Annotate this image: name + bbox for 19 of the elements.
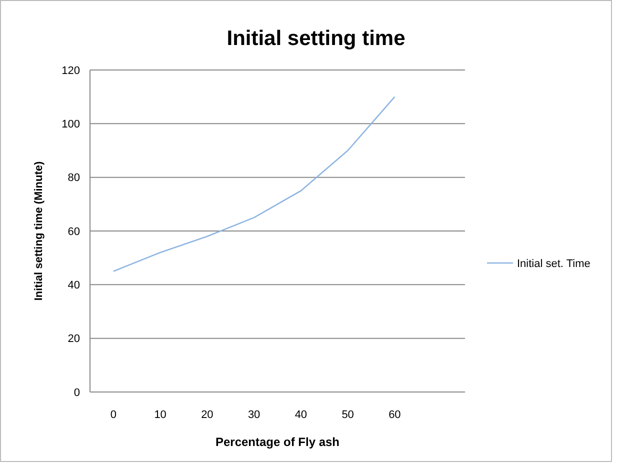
y-tick-label: 20 xyxy=(68,333,80,346)
x-tick-label: 10 xyxy=(154,409,166,421)
y-tick-label: 60 xyxy=(68,226,80,238)
y-tick-label: 80 xyxy=(68,172,80,184)
x-tick-label: 20 xyxy=(201,409,214,421)
y-tick-label: 100 xyxy=(62,118,80,131)
line-series xyxy=(112,96,396,272)
y-tick-label: 0 xyxy=(74,386,80,399)
x-tick-label: 60 xyxy=(388,409,401,421)
chart-title: Initial setting time xyxy=(226,27,406,50)
x-tick-label: 50 xyxy=(342,409,354,421)
x-tick-label: 0 xyxy=(110,409,116,421)
legend-label: Initial set. Time xyxy=(517,258,590,270)
y-tick-label: 120 xyxy=(62,64,80,77)
x-tick-label: 40 xyxy=(294,409,308,421)
y-tick-label: 40 xyxy=(68,280,80,292)
y-axis-title: Initial setting time (Minute) xyxy=(33,161,45,301)
x-tick-label: 30 xyxy=(248,409,260,421)
x-axis-title: Percentage of Fly ash xyxy=(215,435,340,449)
